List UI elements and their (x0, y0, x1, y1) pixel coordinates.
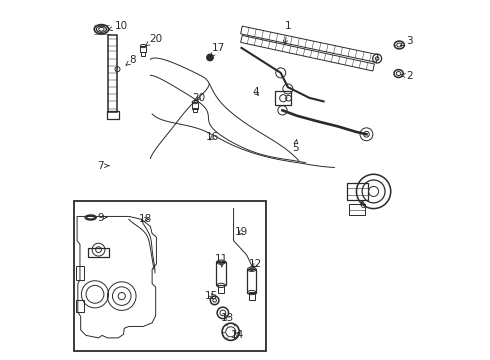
Text: 20: 20 (192, 93, 205, 103)
Text: 4: 4 (252, 87, 259, 98)
Bar (74, 202, 267, 351)
Bar (275, 91, 292, 105)
Bar (348, 204, 365, 215)
Text: 10: 10 (108, 21, 128, 31)
Text: 11: 11 (215, 253, 228, 267)
Text: 7: 7 (97, 161, 109, 171)
Text: 18: 18 (138, 214, 151, 224)
Text: 17: 17 (211, 43, 225, 57)
Text: 8: 8 (126, 55, 136, 65)
Text: 6: 6 (360, 200, 366, 210)
Text: 12: 12 (249, 259, 262, 269)
Circle shape (207, 54, 213, 61)
Bar (217, 262, 226, 285)
Text: 14: 14 (231, 330, 245, 341)
Text: 5: 5 (292, 140, 298, 153)
Bar (107, 111, 119, 119)
Bar (193, 108, 197, 112)
Bar (192, 102, 198, 109)
Text: 15: 15 (204, 291, 218, 301)
Bar (218, 285, 224, 293)
Text: 3: 3 (400, 36, 413, 46)
Bar (142, 52, 145, 56)
Bar (108, 35, 118, 112)
Text: 13: 13 (220, 312, 234, 323)
Text: 20: 20 (146, 34, 162, 45)
Bar (140, 46, 146, 53)
Bar (249, 292, 255, 300)
Text: 2: 2 (400, 71, 413, 81)
Text: 16: 16 (206, 132, 220, 142)
Bar (88, 248, 109, 257)
Bar (347, 183, 368, 201)
Text: 1: 1 (284, 21, 291, 44)
Text: 9: 9 (97, 212, 107, 222)
Text: 19: 19 (235, 227, 248, 237)
Bar (247, 269, 256, 293)
Bar (76, 266, 83, 280)
Bar (76, 300, 83, 312)
